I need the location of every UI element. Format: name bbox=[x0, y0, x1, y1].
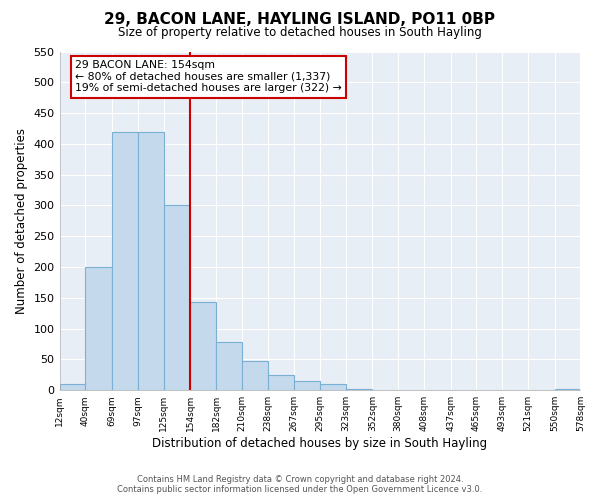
Bar bbox=[320, 384, 346, 390]
Text: 29, BACON LANE, HAYLING ISLAND, PO11 0BP: 29, BACON LANE, HAYLING ISLAND, PO11 0BP bbox=[104, 12, 496, 28]
Bar bbox=[138, 132, 164, 390]
Bar bbox=[555, 389, 581, 390]
X-axis label: Distribution of detached houses by size in South Hayling: Distribution of detached houses by size … bbox=[152, 437, 488, 450]
Bar bbox=[112, 132, 138, 390]
Bar bbox=[294, 381, 320, 390]
Bar bbox=[242, 360, 268, 390]
Bar bbox=[216, 342, 242, 390]
Bar bbox=[164, 206, 190, 390]
Text: 29 BACON LANE: 154sqm
← 80% of detached houses are smaller (1,337)
19% of semi-d: 29 BACON LANE: 154sqm ← 80% of detached … bbox=[75, 60, 342, 93]
Bar bbox=[190, 302, 216, 390]
Bar bbox=[85, 267, 112, 390]
Bar bbox=[268, 375, 294, 390]
Y-axis label: Number of detached properties: Number of detached properties bbox=[15, 128, 28, 314]
Text: Contains HM Land Registry data © Crown copyright and database right 2024.
Contai: Contains HM Land Registry data © Crown c… bbox=[118, 474, 482, 494]
Text: Size of property relative to detached houses in South Hayling: Size of property relative to detached ho… bbox=[118, 26, 482, 39]
Bar bbox=[346, 389, 373, 390]
Bar bbox=[59, 384, 85, 390]
